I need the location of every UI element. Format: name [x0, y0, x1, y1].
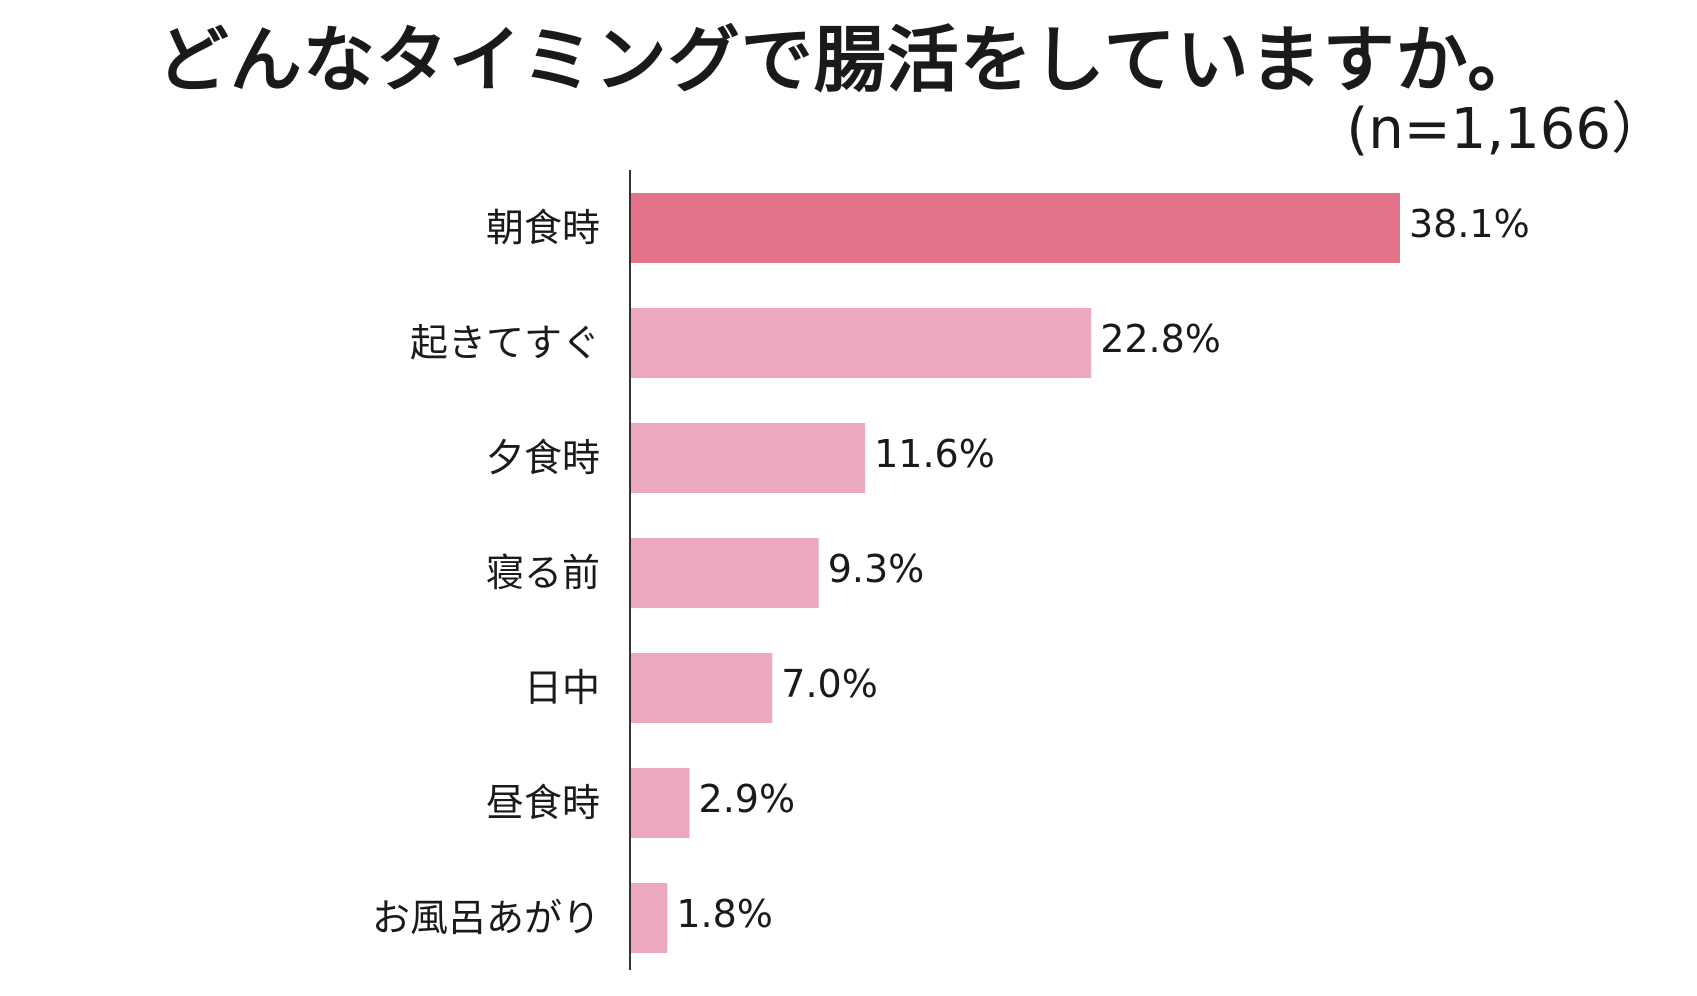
bar-4 — [631, 653, 773, 723]
bar-0 — [631, 193, 1400, 263]
value-label-0: 38.1% — [1409, 202, 1530, 246]
sample-size-label: (n=1,166） — [1346, 97, 1667, 162]
category-label-4: 日中 — [524, 666, 600, 710]
category-label-6: お風呂あがり — [372, 896, 600, 940]
bar-1 — [631, 308, 1092, 378]
bar-3 — [631, 538, 819, 608]
category-label-2: 夕食時 — [486, 436, 600, 480]
bars-group — [631, 193, 1400, 953]
value-labels: 38.1% 22.8% 11.6% 9.3% 7.0% 2.9% 1.8% — [676, 202, 1529, 936]
category-label-3: 寝る前 — [486, 551, 600, 595]
value-label-2: 11.6% — [874, 432, 995, 476]
chart-title: どんなタイミングで腸活をしていますか。 — [156, 18, 1541, 102]
value-label-6: 1.8% — [676, 892, 773, 936]
bar-6 — [631, 883, 668, 953]
value-label-4: 7.0% — [781, 662, 878, 706]
bar-2 — [631, 423, 866, 493]
category-label-5: 昼食時 — [486, 781, 600, 825]
bar-5 — [631, 768, 690, 838]
category-label-1: 起きてすぐ — [410, 321, 600, 365]
category-label-0: 朝食時 — [486, 206, 600, 250]
value-label-5: 2.9% — [699, 777, 796, 821]
value-label-1: 22.8% — [1100, 317, 1221, 361]
value-label-3: 9.3% — [828, 547, 925, 591]
